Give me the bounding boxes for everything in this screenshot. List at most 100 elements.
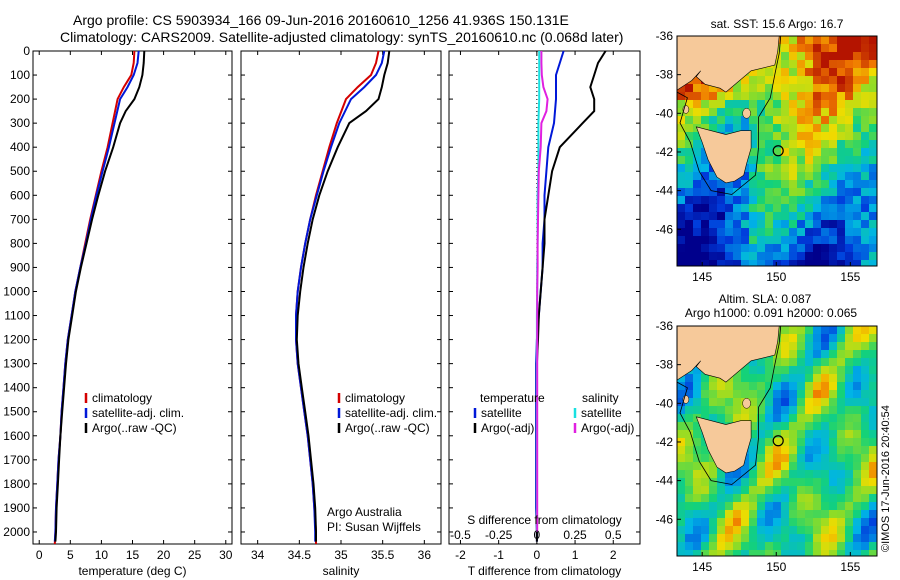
annotation-line-1: Argo Australia [327, 505, 402, 519]
panel-1-xtick-label: 25 [188, 548, 202, 562]
panel-3-xtick-label: 1 [572, 548, 579, 562]
temperature-legend-label: climatology [92, 391, 152, 405]
depth-tick-label: 1100 [4, 309, 30, 323]
depth-tick-label: 1400 [3, 381, 30, 395]
series-line [536, 51, 549, 532]
sdiff-legend-label: satellite [581, 406, 622, 420]
depth-tick-label: 1700 [3, 453, 30, 467]
sst-map-argo-marker [772, 145, 784, 157]
sst-map-ytick-label: -36 [656, 29, 674, 43]
panel-3-xlabel: T difference from climatology [468, 564, 622, 578]
secondary-tick-label: 0 [534, 528, 541, 542]
panel-3-xtick-label: 0 [534, 548, 541, 562]
sla-map-ytick-label: -40 [656, 396, 674, 410]
depth-tick-label: 1500 [3, 405, 30, 419]
depth-tick-label: 1000 [3, 284, 30, 298]
depth-tick-label: 400 [10, 140, 30, 154]
sst-map-frame [676, 35, 878, 267]
sla-map-subtitle: Argo h1000: 0.091 h2000: 0.065 [685, 306, 857, 320]
depth-tick-label: 1800 [3, 477, 30, 491]
depth-tick-label: 800 [10, 236, 30, 250]
panel-1-xtick-label: 10 [95, 548, 109, 562]
panel-2-xtick-label: 35.5 [371, 548, 395, 562]
panel-3-xtick-label: -1 [493, 548, 504, 562]
series-line [54, 50, 146, 542]
secondary-tick-label: 0.25 [563, 528, 587, 542]
chart-title-line2: Climatology: CARS2009. Satellite-adjuste… [60, 29, 624, 45]
panel-2-xlabel: salinity [323, 564, 360, 578]
depth-tick-label: 300 [10, 116, 30, 130]
sst-map-shelf-contour [676, 35, 782, 195]
tdiff-legend-label: satellite [481, 406, 522, 420]
sla-map-tasmania [695, 416, 752, 474]
depth-tick-label: 2000 [3, 525, 30, 539]
chart-title-line1: Argo profile: CS 5903934_166 09-Jun-2016… [73, 12, 569, 28]
sst-map-field [677, 36, 877, 266]
sst-map-ytick-label: -44 [656, 184, 674, 198]
depth-tick-label: 900 [10, 260, 30, 274]
sla-map-ytick-label: -42 [656, 435, 674, 449]
panel-3-xtick-label: -2 [455, 548, 466, 562]
annotation-line-2: PI: Susan Wijffels [327, 520, 421, 534]
panel-1-xtick-label: 15 [126, 548, 140, 562]
salinity-legend-label: satellite-adj. clim. [345, 406, 437, 420]
temperature-legend-title: temperature [480, 391, 545, 405]
panel-2-xtick-label: 35 [334, 548, 348, 562]
sla-map-mainland [676, 325, 780, 383]
panel-2-frame [240, 50, 442, 545]
sst-map-flinders-island [742, 108, 751, 119]
panel-2-xtick-label: 34 [251, 548, 265, 562]
panel-1-xtick-label: 30 [219, 548, 233, 562]
panel-1-xlabel: temperature (deg C) [78, 564, 186, 578]
tdiff-legend-label: Argo(-adj) [481, 421, 534, 435]
secondary-tick-label: 0.5 [605, 528, 622, 542]
sla-map-xtick-label: 145 [692, 560, 712, 574]
panel-2-xtick-label: 36 [418, 548, 432, 562]
depth-tick-label: 500 [10, 164, 30, 178]
depth-tick-label: 1600 [3, 429, 30, 443]
sst-map-ytick-label: -46 [656, 222, 674, 236]
sdiff-legend-label: Argo(-adj) [581, 421, 634, 435]
sla-map-ytick-label: -46 [656, 512, 674, 526]
sla-map-title: Altim. SLA: 0.087 [719, 292, 812, 306]
panel-3-frame [448, 50, 641, 545]
panel-1-xtick-label: 5 [67, 548, 74, 562]
sla-map-flinders-island [742, 398, 751, 409]
sla-map-ytick-label: -38 [656, 358, 674, 372]
panel-3-xtick-label: 2 [610, 548, 617, 562]
sla-map-ytick-label: -44 [656, 474, 674, 488]
salinity-legend-label: climatology [345, 391, 405, 405]
depth-tick-label: 700 [10, 212, 30, 226]
sst-map-xtick-label: 150 [766, 270, 786, 284]
series-line [295, 50, 391, 542]
imos-credit: ©IMOS 17-Jun-2016 20:40:54 [880, 405, 892, 552]
depth-tick-label: 0 [23, 44, 30, 58]
sst-map-ytick-label: -40 [656, 106, 674, 120]
secondary-tick-label: -0.25 [485, 528, 513, 542]
sla-map-xtick-label: 150 [766, 560, 786, 574]
salinity-legend-label: Argo(..raw -QC) [345, 421, 430, 435]
sla-map-frame [676, 325, 878, 557]
panel-1-xtick-label: 0 [36, 548, 43, 562]
sst-map-tasmania [695, 126, 752, 184]
panel-2-xtick-label: 34.5 [288, 548, 312, 562]
depth-tick-label: 100 [10, 68, 30, 82]
sla-map-shelf-contour [676, 325, 782, 485]
depth-tick-label: 1200 [3, 333, 30, 347]
sst-map-ytick-label: -38 [656, 68, 674, 82]
sst-map-xtick-label: 155 [840, 270, 860, 284]
panel-1-xtick-label: 20 [157, 548, 171, 562]
panel-1-frame [32, 50, 233, 545]
depth-tick-label: 200 [10, 92, 30, 106]
sla-map-xtick-label: 155 [840, 560, 860, 574]
temperature-legend-label: satellite-adj. clim. [92, 406, 184, 420]
depth-tick-label: 1300 [3, 357, 30, 371]
sla-map-ytick-label: -36 [656, 319, 674, 333]
sst-map-xtick-label: 145 [692, 270, 712, 284]
sst-map-title: sat. SST: 15.6 Argo: 16.7 [711, 17, 844, 31]
sst-map-mainland [676, 35, 780, 93]
salinity-legend-title: salinity [582, 391, 619, 405]
sla-map-argo-marker [772, 435, 784, 447]
temperature-legend-label: Argo(..raw -QC) [92, 421, 177, 435]
